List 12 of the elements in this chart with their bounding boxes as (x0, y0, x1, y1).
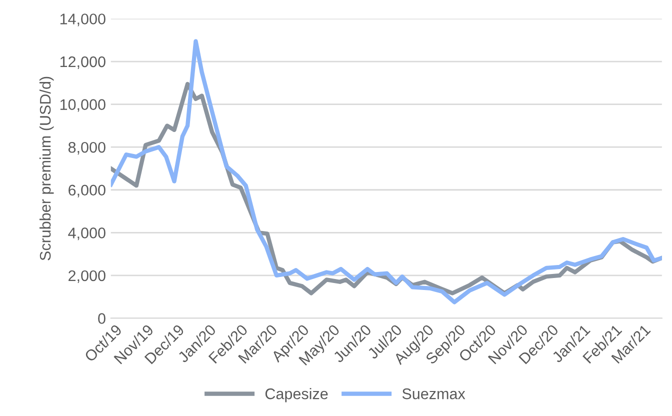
y-tick-label: 10,000 (60, 99, 106, 112)
legend-label: Capesize (265, 388, 328, 402)
y-tick-label: 6,000 (68, 184, 106, 198)
y-tick-label: 8,000 (68, 142, 106, 155)
line-series (110, 39, 662, 304)
y-tick-label: 12,000 (60, 56, 106, 69)
y-tick-label: 0 (98, 313, 106, 324)
y-tick-label: 2,000 (68, 270, 106, 283)
y-tick-label: 4,000 (68, 228, 106, 240)
y-tick-label: 14,000 (60, 14, 106, 26)
y-axis-title: Scrubber premium (USD/d) (40, 76, 54, 260)
legend-label: Suezmax (402, 388, 466, 400)
